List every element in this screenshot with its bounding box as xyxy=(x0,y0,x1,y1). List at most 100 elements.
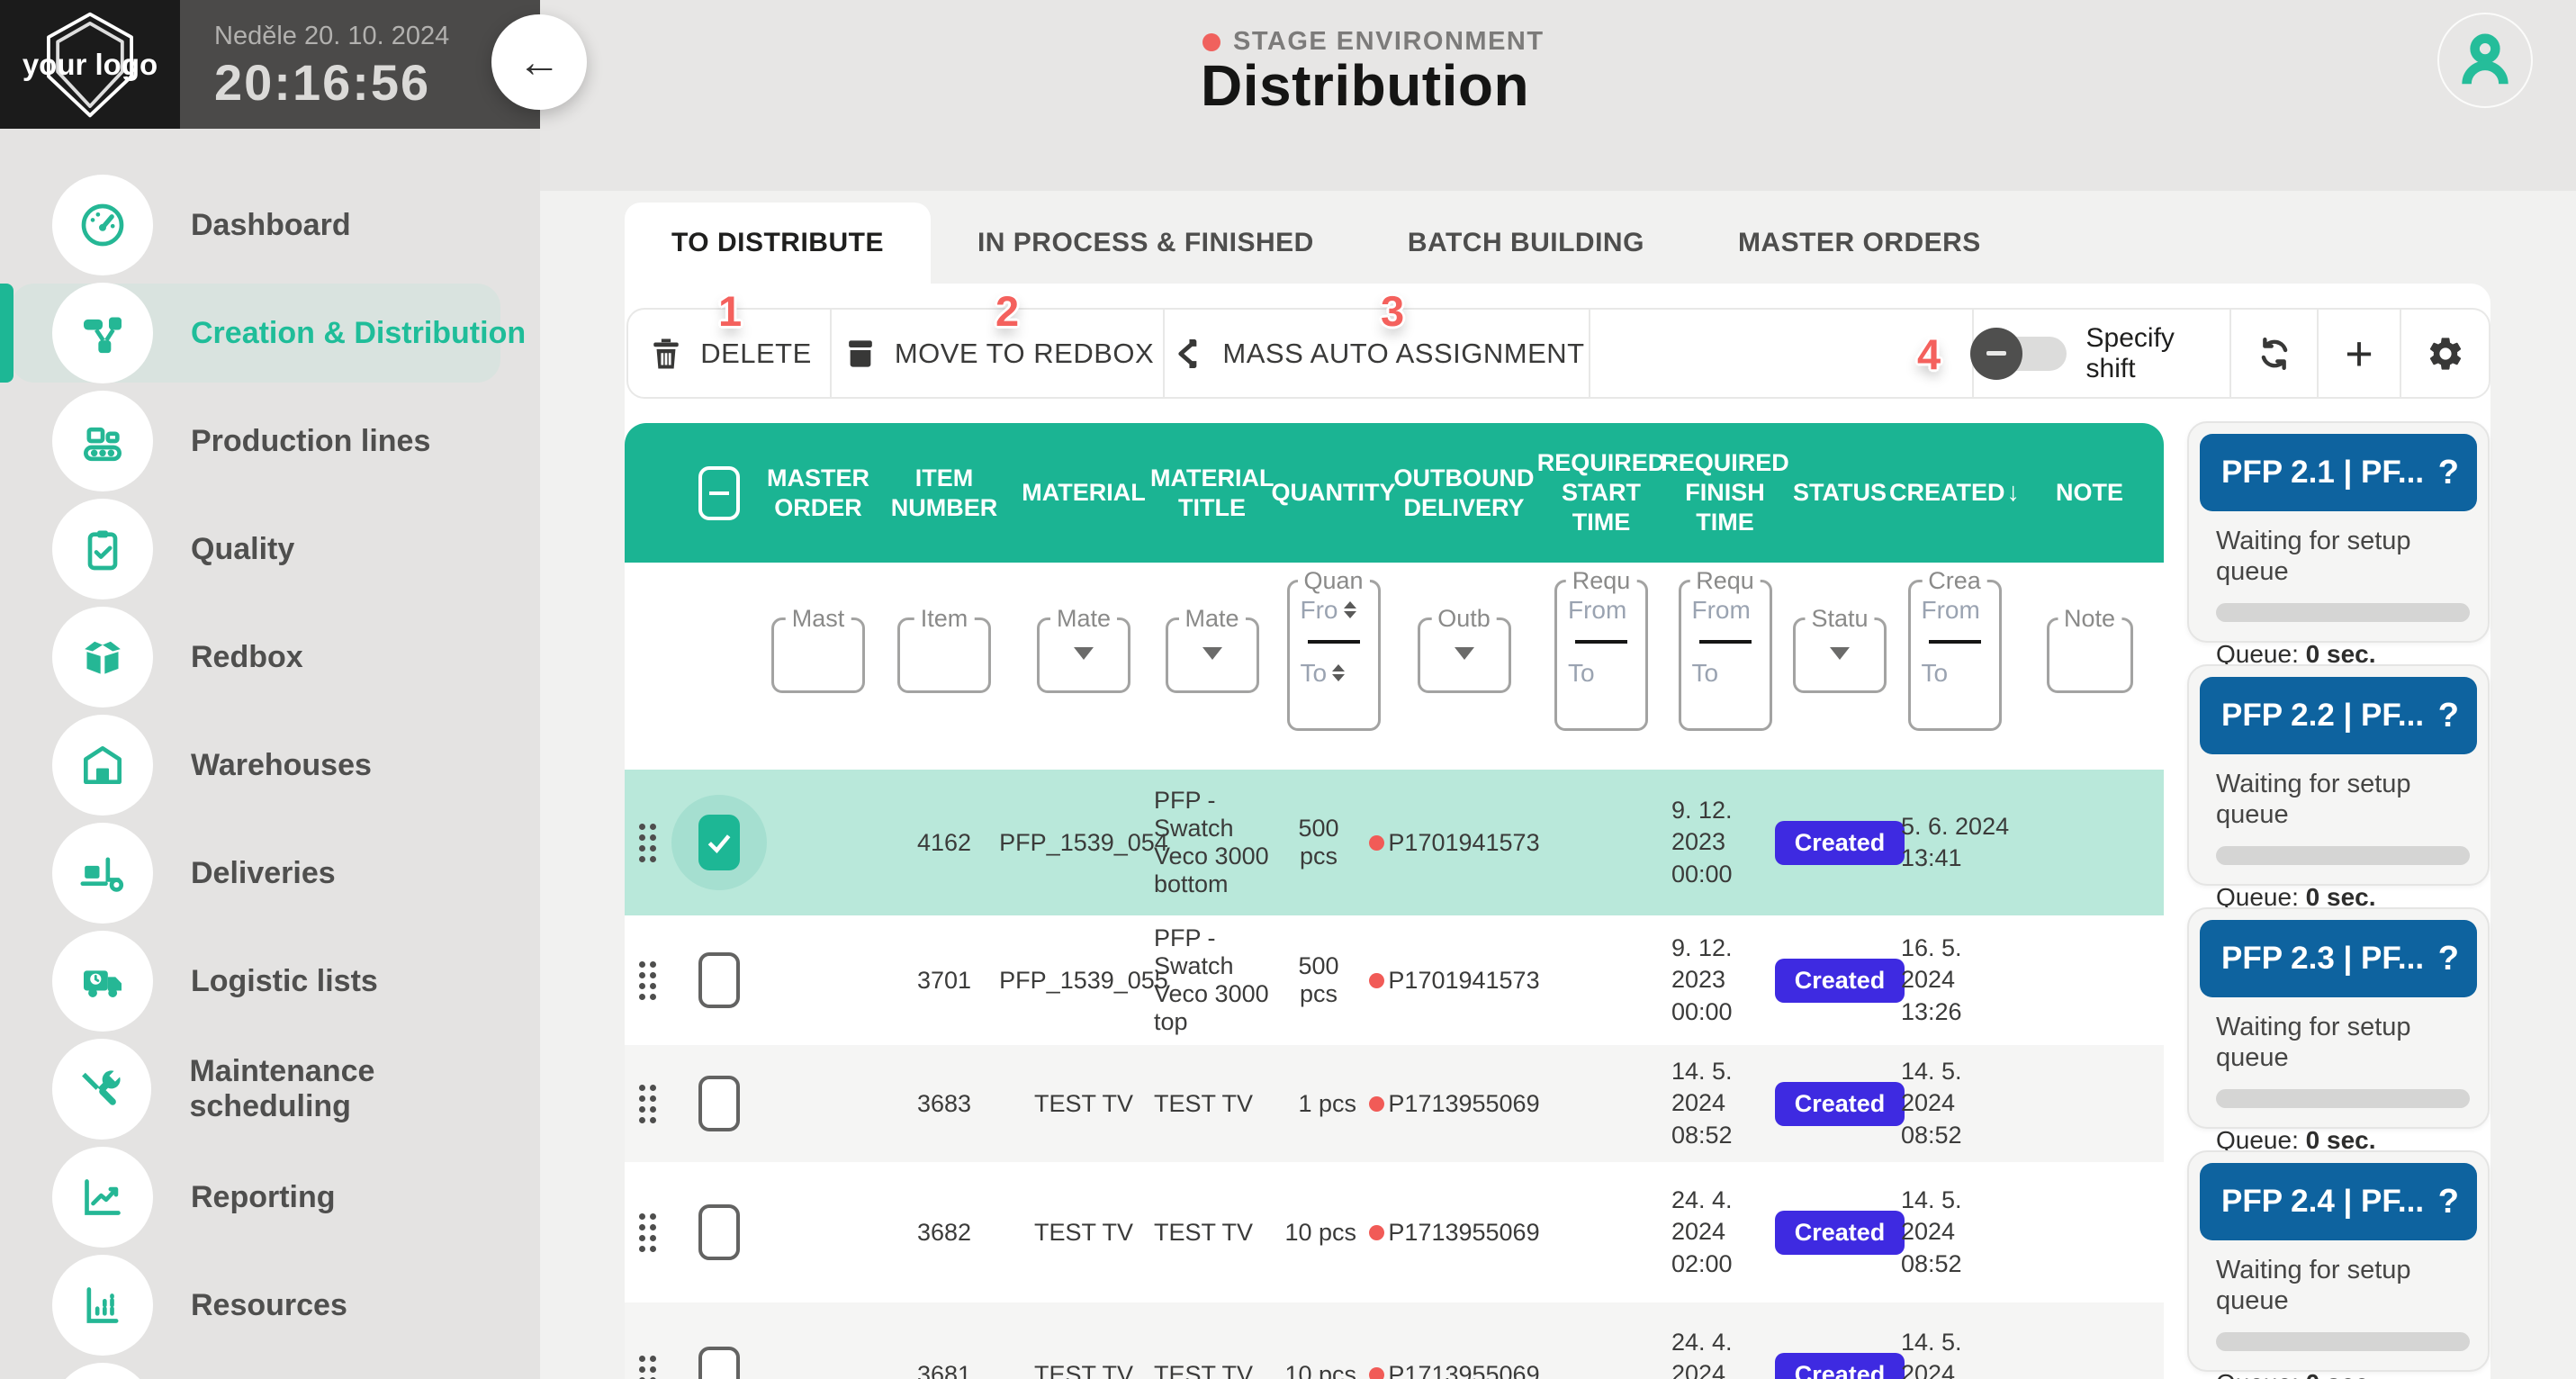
sidebar-nav: Dashboard Creation & Distribution Produc… xyxy=(0,171,540,1379)
user-avatar[interactable] xyxy=(2437,13,2533,108)
col-item-number[interactable]: ITEM NUMBER xyxy=(890,464,998,521)
filter-created-range[interactable]: Crea From To xyxy=(1907,566,2002,731)
col-required-start-time[interactable]: REQUIRED START TIME xyxy=(1536,449,1666,536)
machine-card[interactable]: PFP 2.2 | PF... ? Waiting for setup queu… xyxy=(2187,664,2490,911)
machine-card[interactable]: PFP 2.4 | PF... ? Waiting for setup queu… xyxy=(2187,1150,2490,1379)
select-all-checkbox[interactable] xyxy=(698,465,740,520)
move-to-redbox-button[interactable]: MOVE TO REDBOX xyxy=(832,310,1165,397)
table-row[interactable]: 4162 PFP_1539_054 PFP - Swatch Veco 3000… xyxy=(625,770,2164,915)
sidebar-item-more[interactable] xyxy=(0,1359,540,1379)
col-required-finish-time[interactable]: REQUIRED FINISH TIME xyxy=(1661,449,1789,536)
back-button[interactable]: ← xyxy=(491,14,587,110)
finish-from-input[interactable]: From xyxy=(1681,582,1770,638)
sidebar-item-logistic-lists[interactable]: Logistic lists xyxy=(0,927,540,1035)
number-spinner-icon[interactable] xyxy=(1343,601,1356,618)
sidebar-item-redbox[interactable]: Redbox xyxy=(0,603,540,711)
filter-material-title-select[interactable]: Mate xyxy=(1165,604,1259,693)
help-icon[interactable]: ? xyxy=(2437,453,2459,491)
settings-button[interactable] xyxy=(2401,310,2489,397)
delete-button[interactable]: DELETE xyxy=(628,310,832,397)
filter-master-order[interactable]: Mast xyxy=(771,604,865,693)
tab-batch-building[interactable]: BATCH BUILDING xyxy=(1361,203,1691,284)
col-note[interactable]: NOTE xyxy=(2055,479,2123,507)
col-outbound-delivery[interactable]: OUTBOUND DELIVERY xyxy=(1393,464,1535,521)
sidebar-item-deliveries[interactable]: Deliveries xyxy=(0,819,540,927)
refresh-button[interactable] xyxy=(2231,310,2319,397)
sidebar-item-warehouses[interactable]: Warehouses xyxy=(0,711,540,819)
quantity-to-input[interactable]: To xyxy=(1290,645,1378,701)
tab-in-process-finished[interactable]: IN PROCESS & FINISHED xyxy=(931,203,1361,284)
drag-handle-icon[interactable] xyxy=(638,823,656,862)
cell-quantity: 10 pcs xyxy=(1284,1360,1356,1379)
machine-card[interactable]: PFP 2.1 | PF... ? Waiting for setup queu… xyxy=(2187,421,2490,668)
drag-handle-icon[interactable] xyxy=(638,960,656,1000)
cell-item-number: 3701 xyxy=(916,966,972,994)
sidebar-item-label: Creation & Distribution xyxy=(191,315,527,350)
filter-note[interactable]: Note xyxy=(2046,604,2133,693)
finish-to-input[interactable]: To xyxy=(1681,645,1770,701)
add-button[interactable]: + xyxy=(2319,310,2401,397)
logo-text: your logo xyxy=(22,47,158,81)
drag-handle-icon[interactable] xyxy=(638,1355,656,1379)
table-row[interactable]: 3682 TEST TV TEST TV 10 pcs P1713955069 … xyxy=(625,1162,2164,1302)
step-badge-2: 2 xyxy=(995,287,1020,335)
machine-state: Waiting for setup queue xyxy=(2216,527,2411,587)
col-quantity[interactable]: QUANTITY xyxy=(1271,479,1396,507)
sidebar-item-maintenance-scheduling[interactable]: Maintenance scheduling xyxy=(0,1035,540,1143)
filter-required-start-range[interactable]: Requ From To xyxy=(1554,566,1648,731)
filter-quantity-range[interactable]: Quan Fro To xyxy=(1286,566,1381,731)
sidebar-item-production-lines[interactable]: Production lines xyxy=(0,387,540,495)
quantity-from-input[interactable]: Fro xyxy=(1290,582,1378,638)
status-badge: Created xyxy=(1774,1081,1905,1126)
to-placeholder: To xyxy=(1691,658,1719,687)
filter-status-select[interactable]: Statu xyxy=(1793,604,1887,693)
sidebar-item-dashboard[interactable]: Dashboard xyxy=(0,171,540,279)
start-to-input[interactable]: To xyxy=(1557,645,1645,701)
number-spinner-icon[interactable] xyxy=(1332,664,1346,681)
specify-shift-toggle[interactable] xyxy=(1970,327,2067,380)
machine-card-header[interactable]: PFP 2.4 | PF... ? xyxy=(2200,1163,2477,1240)
sidebar-item-creation-distribution[interactable]: Creation & Distribution xyxy=(0,279,540,387)
machine-card-header[interactable]: PFP 2.3 | PF... ? xyxy=(2200,920,2477,997)
col-material[interactable]: MATERIAL xyxy=(1022,479,1146,507)
sidebar-item-quality[interactable]: Quality xyxy=(0,495,540,603)
row-checkbox[interactable] xyxy=(698,1204,740,1260)
row-checkbox[interactable] xyxy=(698,1076,740,1131)
table-row[interactable]: 3681 TEST TV TEST TV 10 pcs P1713955069 … xyxy=(625,1302,2164,1379)
row-checkbox[interactable] xyxy=(698,815,740,870)
help-icon[interactable]: ? xyxy=(2437,696,2459,735)
drag-handle-icon[interactable] xyxy=(638,1212,656,1252)
tab-to-distribute[interactable]: TO DISTRIBUTE xyxy=(625,203,931,284)
help-icon[interactable]: ? xyxy=(2437,1182,2459,1221)
row-checkbox[interactable] xyxy=(698,1347,740,1379)
filter-required-finish-range[interactable]: Requ From To xyxy=(1678,566,1772,731)
sidebar-item-reporting[interactable]: Reporting xyxy=(0,1143,540,1251)
machine-card-header[interactable]: PFP 2.1 | PF... ? xyxy=(2200,434,2477,511)
machine-card-header[interactable]: PFP 2.2 | PF... ? xyxy=(2200,677,2477,754)
sidebar-item-label: Dashboard xyxy=(191,207,351,242)
col-material-title[interactable]: MATERIAL TITLE xyxy=(1150,464,1274,521)
help-icon[interactable]: ? xyxy=(2437,939,2459,978)
filter-item-number[interactable]: Item xyxy=(897,604,991,693)
table-row[interactable]: 3701 PFP_1539_055 PFP - Swatch Veco 3000… xyxy=(625,915,2164,1045)
created-from-input[interactable]: From xyxy=(1911,582,1999,638)
environment-label: STAGE ENVIRONMENT xyxy=(1233,27,1545,56)
col-master-order[interactable]: MASTER ORDER xyxy=(767,464,869,521)
start-from-input[interactable]: From xyxy=(1557,582,1645,638)
drag-handle-icon[interactable] xyxy=(638,1084,656,1123)
col-status[interactable]: STATUS xyxy=(1793,479,1887,507)
mass-auto-assignment-button[interactable]: MASS AUTO ASSIGNMENT xyxy=(1165,310,1590,397)
created-to-input[interactable]: To xyxy=(1911,645,1999,701)
machine-card[interactable]: PFP 2.3 | PF... ? Waiting for setup queu… xyxy=(2187,907,2490,1154)
cell-outbound-delivery: P1701941573 xyxy=(1388,966,1540,994)
filter-material-select[interactable]: Mate xyxy=(1037,604,1130,693)
sidebar-item-resources[interactable]: Resources xyxy=(0,1251,540,1359)
status-badge: Created xyxy=(1774,1352,1905,1379)
logistic-lists-icon xyxy=(52,931,153,1032)
row-checkbox[interactable] xyxy=(698,952,740,1008)
col-created[interactable]: CREATED ↓ xyxy=(1889,477,2020,509)
cell-master-order xyxy=(769,1095,868,1113)
tab-master-orders[interactable]: MASTER ORDERS xyxy=(1691,203,2028,284)
table-row[interactable]: 3683 TEST TV TEST TV 1 pcs P1713955069 1… xyxy=(625,1045,2164,1162)
filter-outbound-select[interactable]: Outb xyxy=(1417,604,1511,693)
